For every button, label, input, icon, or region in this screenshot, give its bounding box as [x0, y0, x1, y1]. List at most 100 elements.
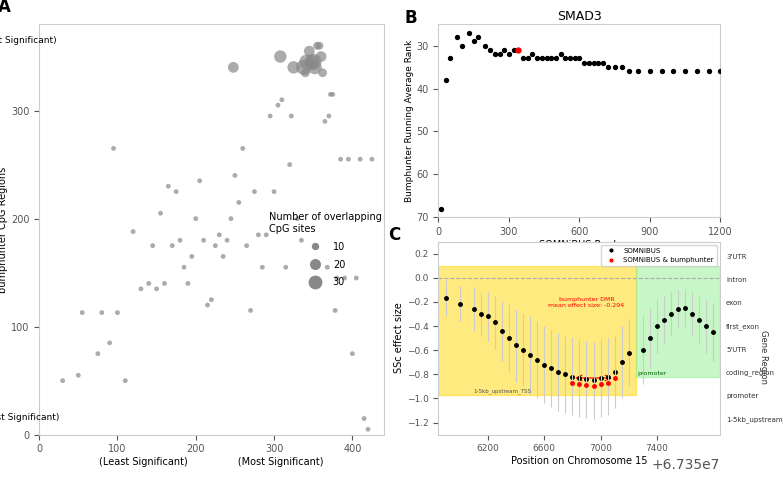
Point	[559, 55, 572, 62]
Point	[170, 188, 182, 196]
Point	[323, 112, 335, 120]
Point	[531, 55, 543, 62]
Point	[521, 55, 534, 62]
Point	[72, 371, 85, 379]
Point	[119, 377, 132, 384]
Point	[307, 58, 319, 66]
Point	[260, 231, 272, 239]
Point	[162, 183, 175, 190]
Point	[240, 242, 253, 250]
Point	[298, 63, 310, 71]
Point	[166, 242, 179, 250]
Point	[143, 280, 155, 287]
Point	[189, 215, 202, 223]
Point	[615, 63, 628, 71]
Point	[587, 59, 600, 67]
Point	[309, 63, 321, 71]
Point	[451, 33, 464, 41]
Text: (Least Significant): (Least Significant)	[0, 413, 60, 422]
Point	[479, 42, 492, 49]
Point	[236, 144, 249, 152]
Point	[489, 50, 501, 58]
Point	[691, 68, 703, 75]
Point	[354, 156, 366, 163]
Point	[276, 96, 288, 104]
Point	[467, 38, 480, 45]
Point	[299, 69, 312, 77]
Point	[622, 68, 635, 75]
Point	[338, 274, 351, 282]
Bar	[438, 266, 636, 395]
Point	[564, 55, 576, 62]
Point	[229, 171, 241, 179]
Point	[233, 199, 245, 206]
X-axis label: Position on Chromosome 15: Position on Chromosome 15	[511, 456, 648, 466]
Point	[439, 76, 452, 84]
Point	[103, 339, 116, 347]
Y-axis label: SSc effect size: SSc effect size	[394, 303, 404, 373]
Point	[324, 90, 337, 98]
Point	[213, 231, 226, 239]
Point	[578, 59, 590, 67]
Point	[264, 112, 276, 120]
Text: 1-5kb_upstream_TSS: 1-5kb_upstream_TSS	[474, 388, 532, 394]
Point	[205, 296, 218, 303]
Text: promoter: promoter	[726, 393, 758, 399]
Point	[201, 301, 214, 309]
Point	[526, 50, 539, 58]
Point	[274, 53, 287, 60]
Point	[252, 231, 265, 239]
Point	[316, 69, 329, 77]
Point	[714, 68, 727, 75]
Point	[283, 161, 296, 169]
Point	[540, 55, 553, 62]
Text: 1-5kb_upstream_TSS: 1-5kb_upstream_TSS	[726, 416, 783, 423]
Point	[217, 253, 229, 260]
Point	[256, 263, 269, 271]
Point	[498, 46, 511, 54]
X-axis label: (Least Significant)                (Most Significant): (Least Significant) (Most Significant)	[99, 457, 323, 467]
Legend: 10, 20, 30: 10, 20, 30	[265, 209, 386, 291]
Point	[56, 377, 69, 384]
Point	[484, 46, 496, 54]
Point	[435, 205, 447, 213]
Point	[608, 63, 621, 71]
Point	[456, 42, 468, 49]
Point	[592, 59, 604, 67]
Text: promoter: promoter	[637, 370, 666, 376]
Text: C: C	[388, 226, 400, 244]
Point	[150, 285, 163, 293]
Point	[127, 227, 139, 235]
Point	[545, 55, 557, 62]
Point	[146, 242, 159, 250]
Point	[221, 236, 233, 244]
Point	[334, 156, 347, 163]
Point	[315, 53, 327, 60]
Point	[568, 55, 581, 62]
Text: coding_region: coding_region	[726, 369, 775, 376]
Point	[76, 309, 88, 316]
Point	[227, 63, 240, 71]
Point	[517, 55, 529, 62]
Point	[303, 47, 316, 55]
Point	[463, 29, 475, 37]
Point	[107, 144, 120, 152]
Text: intron: intron	[726, 277, 747, 283]
Point	[655, 68, 668, 75]
Point	[702, 68, 715, 75]
Point	[291, 215, 304, 223]
Text: (Most Significant): (Most Significant)	[0, 37, 56, 45]
Point	[472, 33, 485, 41]
Point	[444, 55, 456, 62]
Point	[597, 59, 609, 67]
Point	[321, 263, 334, 271]
Point	[330, 274, 343, 282]
Point	[305, 58, 318, 66]
Text: exon: exon	[726, 300, 743, 306]
Point	[225, 215, 237, 223]
Point	[135, 285, 147, 293]
Point	[178, 263, 190, 271]
Point	[319, 117, 331, 125]
Point	[193, 177, 206, 185]
Point	[327, 90, 339, 98]
